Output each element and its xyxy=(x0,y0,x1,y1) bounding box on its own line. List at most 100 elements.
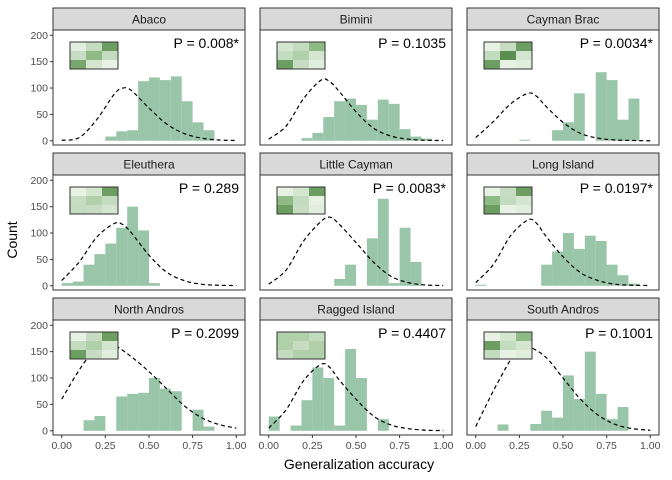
thumbnail-cell xyxy=(277,60,293,69)
thumbnail-cell xyxy=(484,60,500,69)
thumbnail-cell xyxy=(500,350,516,359)
histogram-bar xyxy=(105,136,117,141)
density-curve xyxy=(475,218,651,287)
thumbnail-cell xyxy=(309,350,325,359)
x-tick-label: 0.50 xyxy=(346,440,367,452)
thumbnail-cell xyxy=(70,42,86,51)
thumbnail-border xyxy=(69,186,119,215)
histogram-bar xyxy=(116,227,128,286)
thumbnail-cell xyxy=(70,51,86,60)
y-tick-label: 50 xyxy=(36,399,48,411)
histogram-bar xyxy=(61,283,73,286)
y-tick-label: 200 xyxy=(30,30,48,42)
histogram-bar xyxy=(606,264,618,286)
facet-bimini: Bimini P = 0.1035 xyxy=(259,7,453,146)
facet-title: Cayman Brac xyxy=(527,13,600,27)
y-tick-label: 150 xyxy=(30,201,48,213)
histogram-bar xyxy=(388,283,400,286)
histogram-bar xyxy=(541,264,553,286)
thumbnail-cell xyxy=(293,196,309,205)
thumbnail-cell xyxy=(70,332,86,341)
thumbnail-cell xyxy=(293,51,309,60)
histogram-bar xyxy=(628,98,640,141)
thumbnail-cell xyxy=(500,60,516,69)
thumbnail-cell xyxy=(86,42,102,51)
thumbnail-cell xyxy=(516,341,532,350)
histogram-bar xyxy=(192,122,204,141)
p-value-label: P = 0.2099 xyxy=(171,325,239,341)
histogram-bar xyxy=(595,393,607,431)
histogram-bar xyxy=(573,399,585,431)
thumbnail-cell xyxy=(309,196,325,205)
histogram-bar xyxy=(301,138,313,141)
facet-title: Abaco xyxy=(132,13,166,27)
thumbnail-cell xyxy=(70,341,86,350)
p-value-label: P = 0.0083* xyxy=(373,180,447,196)
heatmap-thumbnail xyxy=(69,41,119,70)
thumbnail-cell xyxy=(500,341,516,350)
histogram-bar xyxy=(94,254,106,286)
thumbnail-border xyxy=(69,331,119,360)
thumbnail-cell xyxy=(516,51,532,60)
histogram-bar xyxy=(301,400,313,431)
histogram-bar xyxy=(138,81,149,141)
facet-north-andros: North Andros P = 0.2099 0 50 100 150 200 0.00 0.… xyxy=(30,297,247,452)
y-tick-label: 50 xyxy=(36,254,48,266)
x-tick-label: 0.75 xyxy=(389,440,410,452)
facet-ragged-island: Ragged Island P = 0.4407 0.00 0.25 0.50 0.75 1… xyxy=(259,297,454,452)
density-curve xyxy=(61,221,237,287)
thumbnail-cell xyxy=(500,196,516,205)
thumbnail-cell xyxy=(277,332,293,341)
facet-title: North Andros xyxy=(114,303,184,317)
thumbnail-cell xyxy=(70,350,86,359)
thumbnail-cell xyxy=(86,350,102,359)
x-tick-label: 0.50 xyxy=(553,440,574,452)
thumbnail-cell xyxy=(500,51,516,60)
thumbnail-cell xyxy=(102,187,118,196)
thumbnail-cell xyxy=(293,42,309,51)
thumbnail-cell xyxy=(102,341,118,350)
histogram-bar xyxy=(519,139,531,141)
thumbnail-cell xyxy=(277,187,293,196)
p-value-label: P = 0.1001 xyxy=(585,325,653,341)
histogram-bar xyxy=(366,119,378,141)
thumbnail-cell xyxy=(293,187,309,196)
thumbnail-cell xyxy=(516,187,532,196)
histogram-bar xyxy=(127,130,139,141)
facet-abaco: Abaco P = 0.008* 0 50 100 150 200 xyxy=(30,7,246,147)
thumbnail-cell xyxy=(277,350,293,359)
x-tick-label: 0.50 xyxy=(139,440,160,452)
facet-long-island: Long Island P = 0.0197* xyxy=(466,152,660,291)
histogram-bar xyxy=(138,230,149,286)
thumbnail-cell xyxy=(293,332,309,341)
histogram-bar xyxy=(617,119,629,141)
heatmap-thumbnail xyxy=(483,186,533,215)
thumbnail-cell xyxy=(293,60,309,69)
thumbnail-cell xyxy=(86,196,102,205)
histogram-bar xyxy=(149,77,160,141)
histogram-bar xyxy=(203,130,215,141)
thumbnail-cell xyxy=(277,196,293,205)
histogram-bar xyxy=(116,131,128,141)
histogram-bar xyxy=(617,275,629,286)
x-tick-label: 1.00 xyxy=(433,440,454,452)
density-curve xyxy=(61,342,237,429)
thumbnail-cell xyxy=(86,60,102,69)
histogram-bar xyxy=(149,378,160,431)
histogram-bar xyxy=(127,393,139,431)
thumbnail-cell xyxy=(70,196,86,205)
x-tick-label: 0.00 xyxy=(52,440,73,452)
facet-title: Ragged Island xyxy=(317,303,394,317)
facet-cayman-brac: Cayman Brac P = 0.0034* xyxy=(466,7,660,146)
x-tick-label: 0.00 xyxy=(466,440,487,452)
thumbnail-cell xyxy=(86,341,102,350)
thumbnail-cell xyxy=(86,332,102,341)
histogram-bar xyxy=(323,117,335,141)
histogram-bar xyxy=(595,72,607,141)
x-tick-label: 1.00 xyxy=(640,440,661,452)
p-value-label: P = 0.0034* xyxy=(580,35,654,51)
histogram-bar xyxy=(312,367,324,431)
thumbnail-cell xyxy=(309,60,325,69)
x-tick-label: 0.00 xyxy=(259,440,280,452)
